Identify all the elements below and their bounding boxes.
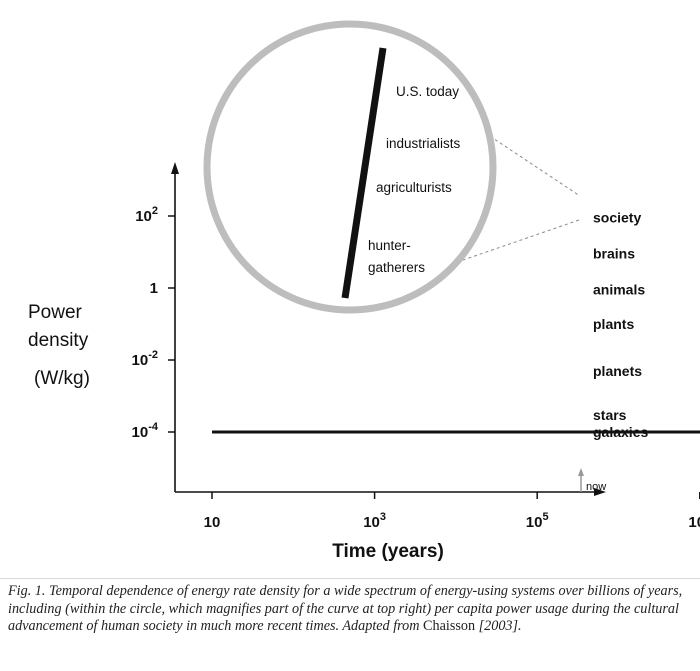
range-label-society: society [593,210,641,226]
inset-label-gatherers: gatherers [368,260,425,275]
y-tick-label-0: 102 [135,205,158,225]
series-line [212,430,700,434]
x-axis-arrowhead [594,488,606,496]
y-axis-arrowhead [171,162,179,174]
y-axis-title-line-3: (W/kg) [34,368,90,389]
x-axis-title: Time (years) [332,541,444,562]
y-axis-title-line-2: density [28,330,89,351]
y-tick-label-3: 10-4 [132,421,159,441]
y-tick-label-2: 10-2 [132,349,158,369]
y-tick-label-1: 1 [150,280,158,297]
inset-label-hunter: hunter- [368,238,411,253]
inset-label-agriculturists: agriculturists [376,180,452,195]
inset-curve-segment [341,47,387,299]
x-tick-label-1: 103 [363,511,386,531]
range-label-plants: plants [593,316,634,332]
caption-text: Fig. 1. Temporal dependence of energy ra… [8,583,683,634]
range-label-animals: animals [593,282,645,298]
magnifier-circle [203,20,497,314]
caption-year: [2003] [478,618,519,634]
inset-label-us-today: U.S. today [396,84,459,99]
range-label-brains: brains [593,246,635,262]
inset-label-industrialists: industrialists [386,136,461,151]
x-tick-label-2: 105 [526,511,549,531]
range-label-stars: stars [593,407,627,423]
x-tick-label-0: 10 [204,514,221,531]
figure-caption: Fig. 1. Temporal dependence of energy ra… [0,578,700,671]
now-marker-arrowhead [578,468,584,476]
x-tick-label-3: 107 [688,511,700,531]
range-label-planets: planets [593,363,642,379]
now-label: now [586,481,606,493]
caption-author: Chaisson [423,618,476,634]
y-axis-title-line-1: Power [28,302,83,323]
magnifier-guide-upper [439,102,581,197]
